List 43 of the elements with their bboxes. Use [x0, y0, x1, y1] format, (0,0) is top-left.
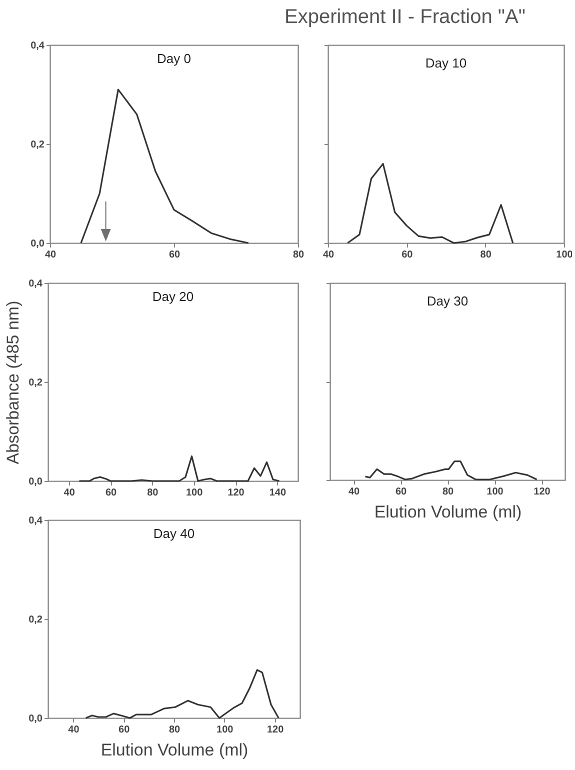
x-tick-label: 80	[292, 250, 304, 260]
x-tick-label: 60	[105, 488, 117, 498]
x-tick-label: 60	[395, 486, 407, 498]
chart-title: Day 40	[153, 526, 195, 541]
y-tick-label: 0,2	[30, 140, 45, 150]
line-series	[80, 88, 250, 244]
y-tick-label: 0,0	[28, 714, 43, 724]
x-axis-title: Elution Volume (ml)	[100, 740, 248, 760]
x-tick-label: 140	[269, 488, 286, 498]
x-tick-label: 80	[147, 488, 159, 498]
x-tick-label: 40	[44, 250, 56, 260]
x-tick-label: 40	[68, 724, 80, 736]
x-axis-title: Elution Volume (ml)	[374, 502, 522, 522]
y-tick-label: 0,2	[28, 614, 43, 626]
line-series	[78, 455, 280, 482]
chart-title: Day 0	[157, 51, 191, 66]
text: Experiment II - Fraction "A"	[284, 6, 526, 29]
x-tick-label: 100	[186, 488, 204, 498]
x-tick-label: 120	[228, 488, 245, 498]
x-tick-label: 80	[442, 486, 454, 498]
y-tick-label: 0,4	[28, 516, 43, 526]
text: Day 30	[426, 294, 468, 308]
x-tick-label: 40	[348, 486, 360, 498]
x-tick-label: 60	[168, 250, 180, 260]
x-tick-label: 100	[486, 486, 504, 498]
chart-title: Day 20	[152, 289, 194, 304]
y-tick-label: 0,0	[30, 238, 45, 250]
y-tick-label: 0,4	[28, 278, 43, 290]
y-tick-label: 0,2	[28, 378, 43, 388]
y-axis-title: Absorbance (485 nm)	[4, 300, 23, 464]
x-tick-label: 80	[168, 724, 180, 736]
text: Day 10	[425, 56, 467, 70]
y-tick-label: 0,0	[28, 476, 43, 488]
x-tick-label: 40	[64, 488, 76, 498]
x-tick-label: 80	[480, 250, 492, 260]
x-tick-label: 40	[322, 250, 334, 260]
x-tick-label: 120	[534, 486, 551, 498]
line-series	[85, 669, 280, 719]
x-tick-label: 120	[266, 724, 284, 736]
y-tick-label: 0,4	[30, 40, 45, 52]
x-tick-label: 100	[216, 724, 234, 736]
x-tick-label: 60	[118, 724, 130, 736]
x-tick-label: 60	[402, 250, 414, 260]
